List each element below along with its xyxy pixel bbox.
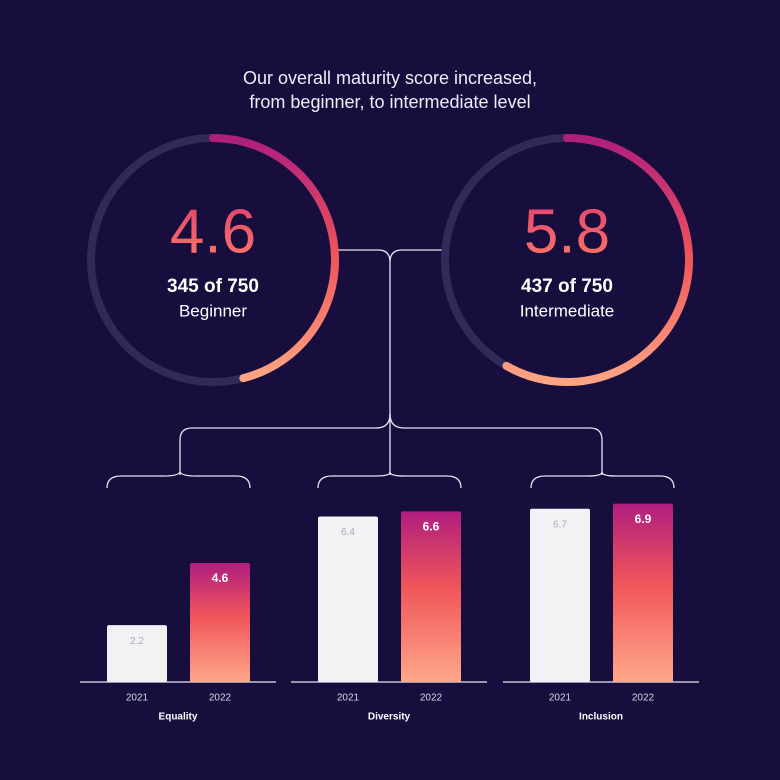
brace: [530, 471, 675, 489]
brace: [106, 470, 251, 489]
bar-value-label: 6.6: [423, 520, 440, 534]
gauge-level: Beginner: [179, 301, 247, 320]
group-title: Inclusion: [579, 712, 623, 723]
gauge-value: 4.6: [170, 197, 256, 266]
bar-value-label: 2.2: [130, 636, 144, 647]
bar: [318, 516, 378, 682]
x-tick-label: 2022: [420, 693, 443, 704]
gauge-score: 437 of 750: [521, 276, 613, 297]
bar: [107, 625, 167, 682]
title-line: from beginner, to intermediate level: [249, 92, 530, 112]
gauge-score: 345 of 750: [167, 276, 259, 297]
bar-value-label: 6.9: [635, 512, 652, 526]
bar: [530, 508, 590, 682]
gauge-level: Intermediate: [520, 301, 615, 320]
connector: [389, 413, 603, 475]
connector: [179, 262, 391, 475]
connectors: [106, 249, 675, 489]
x-tick-label: 2022: [632, 693, 655, 704]
gauge-value: 5.8: [524, 197, 610, 266]
group-title: Diversity: [368, 712, 411, 723]
bar-value-label: 6.4: [341, 527, 355, 538]
x-tick-label: 2021: [337, 693, 360, 704]
title-line: Our overall maturity score increased,: [243, 68, 537, 88]
gauge-arc: [209, 134, 339, 383]
bar-value-label: 4.6: [212, 571, 229, 585]
brace: [317, 471, 462, 489]
bar: [190, 563, 250, 682]
x-tick-label: 2022: [209, 693, 232, 704]
gauge-arc: [502, 134, 693, 386]
bar: [613, 503, 673, 682]
x-tick-label: 2021: [549, 693, 572, 704]
group-title: Equality: [159, 712, 198, 723]
x-tick-label: 2021: [126, 693, 149, 704]
bar-value-label: 6.7: [553, 519, 567, 530]
bar: [401, 511, 461, 682]
